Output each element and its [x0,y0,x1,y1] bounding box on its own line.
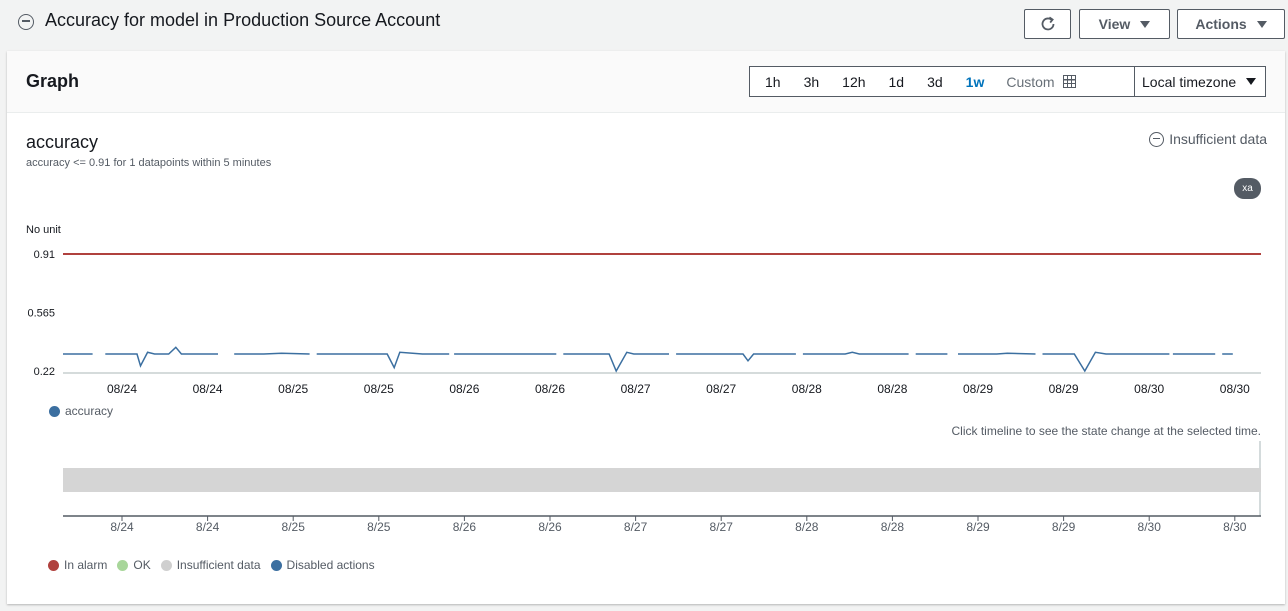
timeline-state-bar [63,468,1261,492]
y-tick-label: 0.91 [34,249,55,261]
accuracy-series-segment [563,351,669,373]
legend-swatch [270,559,282,571]
series-legend: accuracy [49,404,123,418]
x-tick-label: 08/28 [792,382,822,396]
legend-label: Insufficient data [176,558,261,572]
timeline-tick-label: 8/26 [453,520,477,534]
y-unit-label: No unit [26,224,61,236]
x-tick-label: 08/27 [621,382,651,396]
timezone-select[interactable]: Local timezone [1134,66,1266,97]
range-3h[interactable]: 3h [803,73,820,90]
range-1h[interactable]: 1h [765,73,781,90]
legend-swatch [49,405,60,417]
custom-range-button[interactable]: Custom [1006,73,1076,90]
panel-header: Graph 1h 3h 12h 1d 3d 1w Custom Local ti… [7,51,1285,113]
alarm-state-label: Insufficient data [1169,131,1267,147]
legend-label: Disabled actions [286,558,375,572]
x-tick-label: 08/30 [1134,382,1164,396]
x-tick-label: 08/24 [107,382,137,396]
legend-label: In alarm [64,558,108,572]
graph-panel: Graph 1h 3h 12h 1d 3d 1w Custom Local ti… [7,51,1285,604]
timeline-tick-label: 8/26 [538,520,562,534]
range-12h[interactable]: 12h [842,73,866,90]
alarm-state: Insufficient data [1149,131,1267,147]
x-tick-label: 08/29 [1049,382,1079,396]
custom-range-label: Custom [1006,73,1055,90]
timeline-tick-label: 8/30 [1138,520,1162,534]
range-1d[interactable]: 1d [888,73,905,90]
insufficient-data-icon [1149,131,1165,147]
range-1w[interactable]: 1w [965,73,985,90]
accuracy-series-segment [234,352,310,355]
x-tick-label: 08/27 [706,382,736,396]
legend-item-ok: OK [117,558,151,572]
x-tick-label: 08/28 [877,382,907,396]
x-tick-label: 08/26 [449,382,479,396]
legend-item-disabled-actions: Disabled actions [270,558,375,572]
timeline-tick-label: 8/29 [966,520,990,534]
insufficient-data-icon [18,13,34,30]
refresh-icon [1041,16,1054,31]
actions-button[interactable]: Actions [1177,9,1285,39]
title-wrap: Accuracy for model in Production Source … [18,10,440,31]
timeline-tick-label: 8/28 [795,520,819,534]
time-range-selector: 1h 3h 12h 1d 3d 1w Custom [749,66,1135,97]
timeline-tick-label: 8/27 [624,520,648,534]
x-tick-label: 08/25 [364,382,394,396]
x-tick-label: 08/29 [963,382,993,396]
x-tick-label: 08/24 [193,382,223,396]
x-tick-label: 08/26 [535,382,565,396]
timeline-tick-label: 8/24 [110,520,134,534]
legend-swatch [117,559,129,571]
range-3d[interactable]: 3d [927,73,943,90]
state-legend: In alarm OK Insufficient data Disabled a… [48,558,385,572]
caret-down-icon [1140,20,1151,28]
legend-swatch [160,559,172,571]
top-bar: Accuracy for model in Production Source … [0,0,1288,50]
view-button[interactable]: View [1079,9,1170,39]
actions-label: Actions [1195,16,1247,32]
legend-item-in-alarm: In alarm [48,558,107,572]
accuracy-series-segment [958,352,1036,355]
accuracy-line-chart: No unit 0.91 0.565 0.22 08/24 08/24 08/25 08/25… [26,224,1261,396]
caret-down-icon [1246,78,1256,85]
timeline-tick-label: 8/30 [1223,520,1247,534]
legend-item-accuracy[interactable]: accuracy [49,404,113,418]
legend-label: OK [133,558,151,572]
accuracy-series-segment [1042,351,1170,373]
caret-down-icon [1256,20,1267,28]
y-tick-label: 0.565 [27,308,55,320]
y-tick-label: 0.22 [34,366,55,378]
x-tick-label: 08/30 [1220,382,1250,396]
metric-name: accuracy [26,132,99,152]
timeline-hint: Click timeline to see the state change a… [951,424,1262,438]
view-label: View [1098,16,1131,32]
timeline-tick-label: 8/27 [710,520,734,534]
metric-chart: No unit 0.91 0.565 0.22 08/24 08/24 08/25 08/25… [26,224,1261,534]
timeline-tick-label: 8/24 [196,520,220,534]
timeline-tick-label: 8/28 [881,520,905,534]
annotation-badge[interactable]: xa [1234,178,1261,199]
accuracy-series-segment [316,351,450,370]
x-tick-label: 08/25 [278,382,308,396]
timeline-tick-label: 8/29 [1052,520,1076,534]
accuracy-series-segment [676,353,796,363]
legend-label: accuracy [65,404,114,418]
accuracy-series-segment [105,346,218,368]
calendar-icon [1062,75,1076,88]
refresh-button[interactable] [1024,9,1071,39]
timeline-tick-label: 8/25 [282,520,306,534]
page-title: Accuracy for model in Production Source … [45,10,441,30]
state-timeline[interactable]: 8/24 8/24 8/25 8/25 8/26 8/26 8/27 8/27 8/28 8/28… [63,441,1261,534]
legend-swatch [48,559,59,571]
accuracy-series-segment [802,351,909,355]
timezone-label: Local timezone [1142,73,1237,90]
metric-description: accuracy <= 0.91 for 1 datapoints within… [26,157,272,169]
timeline-tick-label: 8/25 [367,520,391,534]
panel-title: Graph [26,71,80,91]
legend-item-insufficient-data: Insufficient data [160,558,261,572]
